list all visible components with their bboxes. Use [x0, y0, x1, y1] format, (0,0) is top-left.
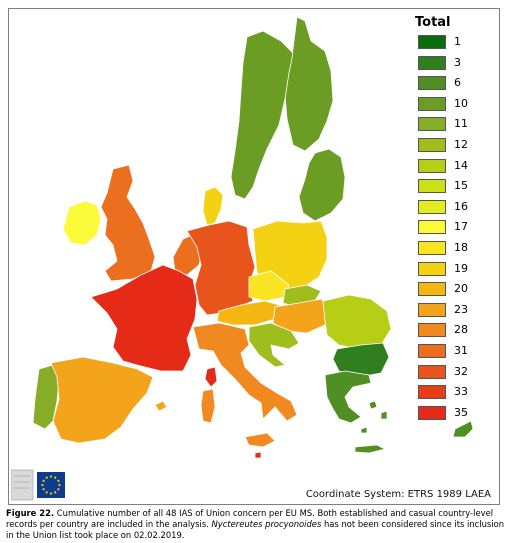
legend-label: 18: [454, 241, 468, 254]
region-sweden[interactable]: [230, 30, 294, 200]
legend-label: 35: [454, 405, 468, 419]
region-slovenia-croatia[interactable]: [248, 322, 300, 368]
region-italy-sicily[interactable]: [244, 432, 276, 448]
region-greece-islands[interactable]: [360, 400, 388, 434]
caption-species: Nyctereutes procyonoides: [211, 519, 322, 529]
region-spain[interactable]: [50, 356, 154, 444]
legend-swatch: [418, 405, 446, 420]
legend-swatch: [418, 323, 446, 338]
legend-label: 3: [454, 55, 461, 69]
legend-label: 19: [454, 261, 468, 275]
region-greece-crete[interactable]: [354, 444, 387, 454]
legend-label: 20: [454, 282, 468, 296]
region-malta[interactable]: [254, 451, 262, 459]
legend-label: 28: [454, 323, 468, 337]
legend-label: 10: [454, 96, 468, 110]
legend-label: 12: [454, 138, 468, 151]
legend-label: 17: [454, 220, 468, 234]
legend-label: 23: [454, 302, 468, 316]
region-spain-balearics[interactable]: [154, 400, 168, 412]
legend-label: 1: [454, 35, 461, 48]
legend-swatch: [418, 117, 446, 132]
region-cyprus[interactable]: [452, 420, 474, 438]
region-denmark[interactable]: [202, 186, 224, 226]
region-bulgaria[interactable]: [332, 342, 390, 378]
european-commission-logo: [11, 469, 65, 501]
region-france[interactable]: [90, 264, 198, 372]
region-italy[interactable]: [192, 322, 298, 422]
map-frame: Total 1 3 6 10 11 12 14 15 16 17 18 19 20 23 28 31 32 33 3…: [8, 8, 500, 505]
legend-label: 11: [454, 117, 468, 131]
legend-label: 16: [454, 199, 468, 213]
caption-text-2: has not been considered since its inclus…: [6, 519, 505, 540]
legend-label: 6: [454, 76, 461, 90]
region-united-kingdom[interactable]: [100, 164, 156, 282]
legend-label: 14: [454, 158, 468, 172]
legend-swatch: [418, 241, 446, 255]
legend-swatch: [418, 158, 446, 173]
legend-swatch: [418, 385, 446, 400]
legend-swatch: [418, 76, 446, 91]
legend-swatch: [418, 364, 446, 379]
region-italy-sardinia[interactable]: [200, 388, 216, 424]
eu-map: [32, 16, 474, 459]
legend-swatch: [418, 55, 446, 70]
figure-label: Figure 22.: [6, 508, 55, 518]
region-france-corsica[interactable]: [204, 366, 218, 388]
legend-swatch: [418, 96, 446, 111]
legend-label: 15: [454, 179, 468, 193]
legend-swatch: [418, 261, 446, 276]
legend-swatch: [418, 199, 446, 214]
legend-swatch: [418, 282, 446, 297]
legend-swatch: [418, 179, 446, 194]
legend-swatch: [418, 138, 446, 152]
legend-label: 33: [454, 385, 468, 399]
figure-caption: Figure 22. Cumulative number of all 48 I…: [6, 508, 506, 541]
caption-text-1: Cumulative number of all 48 IAS of Union…: [6, 508, 494, 529]
legend-title: Total: [415, 15, 451, 30]
legend-swatch: [418, 344, 446, 358]
legend-label: 32: [454, 364, 468, 378]
legend-swatch: [418, 302, 446, 317]
region-romania[interactable]: [322, 294, 392, 350]
region-finland[interactable]: [284, 16, 334, 152]
legend-swatch: [418, 220, 446, 235]
region-ireland[interactable]: [62, 200, 102, 246]
coordinate-system-note: Coordinate System: ETRS 1989 LAEA: [305, 489, 491, 500]
region-greece[interactable]: [324, 370, 372, 424]
legend-swatch: [418, 35, 446, 49]
legend-label: 31: [454, 344, 468, 357]
region-estonia-latvia-lithuania[interactable]: [298, 148, 346, 222]
